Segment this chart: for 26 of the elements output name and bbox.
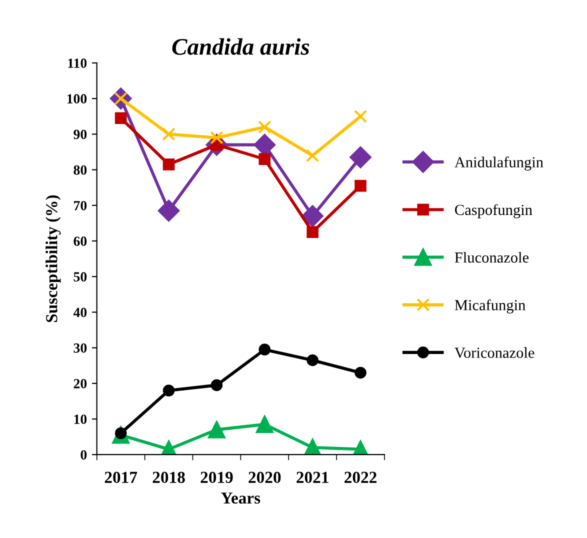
legend-label: Fluconazole [454,252,529,263]
y-tick-label: 110 [68,58,87,68]
x-tick-label: 2021 [296,472,328,484]
y-axis-title: Susceptibility (%) [46,195,61,322]
x-axis-title: Years [221,492,260,504]
legend-label: Anidulafungin [454,156,544,171]
legend-label: Caspofungin [455,204,532,218]
chart-title: Candida auris [172,38,310,55]
y-tick-label: 20 [74,378,87,388]
y-tick-label: 40 [73,308,87,318]
y-tick-label: 30 [74,343,87,353]
x-tick-label: 2017 [104,472,138,484]
y-tick-label: 60 [74,236,87,246]
x-tick-label: 2020 [248,472,281,484]
y-tick-label: 70 [74,200,87,210]
y-tick-label: 80 [74,165,87,175]
y-tick-label: 10 [74,414,87,424]
x-tick-label: 2022 [344,472,376,484]
x-tick-label: 2019 [200,472,233,484]
legend-label: Micafungin [454,299,526,314]
x-tick-label: 2018 [152,472,185,484]
y-tick-label: 0 [80,450,87,460]
y-tick-label: 100 [67,94,87,104]
y-tick-label: 90 [74,130,87,140]
y-tick-label: 50 [74,272,87,282]
legend-label: Voriconazole [454,347,534,358]
